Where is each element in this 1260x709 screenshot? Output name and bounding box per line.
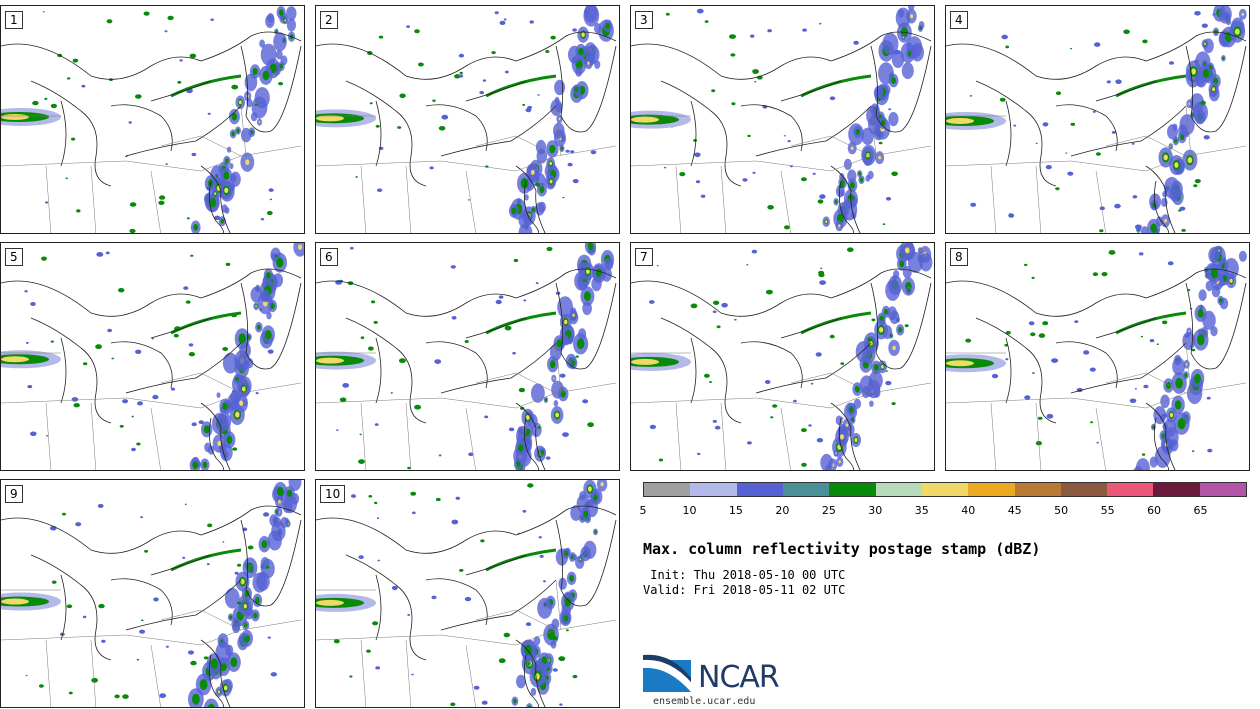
colorbar-tick: 15 — [728, 504, 743, 517]
colorbar-segment — [644, 483, 691, 496]
member-number-label: 6 — [320, 248, 338, 266]
init-time: Init: Thu 2018-05-10 00 UTC — [643, 568, 846, 582]
colorbar-tick: 65 — [1193, 504, 1208, 517]
colorbar-segment — [829, 483, 876, 496]
member-number-label: 3 — [635, 11, 653, 29]
ensemble-member-panel: 1 — [0, 5, 305, 234]
reflectivity-map — [316, 6, 617, 233]
reflectivity-map — [1, 243, 304, 470]
reflectivity-map — [1, 480, 302, 707]
colorbar-tick: 10 — [682, 504, 697, 517]
reflectivity-map — [316, 243, 617, 470]
ensemble-member-panel: 2 — [315, 5, 620, 234]
ncar-logo-text: NCAR — [698, 660, 780, 695]
colorbar-segment — [1060, 483, 1108, 496]
member-number-label: 5 — [5, 248, 23, 266]
reflectivity-map — [946, 245, 1247, 470]
colorbar-segment — [782, 483, 830, 496]
website-url[interactable]: ensemble.ucar.edu — [653, 696, 756, 707]
ensemble-member-panel: 4 — [945, 5, 1250, 234]
ncar-logo-icon — [643, 654, 691, 692]
ensemble-member-panel: 10 — [315, 479, 620, 708]
ensemble-member-panel: 9 — [0, 479, 305, 708]
colorbar-tick: 25 — [821, 504, 836, 517]
colorbar-tick-labels: 5 10 15 20 25 30 35 40 45 50 55 60 65 — [639, 504, 1247, 518]
valid-time: Valid: Fri 2018-05-11 02 UTC — [643, 583, 846, 597]
colorbar-tick: 5 — [639, 504, 647, 517]
colorbar-tick: 55 — [1100, 504, 1115, 517]
colorbar-segment — [1153, 483, 1200, 496]
reflectivity-map — [946, 6, 1247, 233]
ensemble-member-panel: 8 — [945, 242, 1250, 471]
reflectivity-map — [1, 6, 302, 233]
member-number-label: 1 — [5, 11, 23, 29]
colorbar-segment — [968, 483, 1015, 496]
colorbar-segment — [690, 483, 737, 496]
member-number-label: 7 — [635, 248, 653, 266]
colorbar-segment — [875, 483, 922, 496]
colorbar-segment — [921, 483, 969, 496]
colorbar-segment — [736, 483, 783, 496]
colorbar-tick: 35 — [914, 504, 929, 517]
member-number-label: 9 — [5, 485, 23, 503]
colorbar-tick: 40 — [961, 504, 976, 517]
member-number-label: 10 — [320, 485, 346, 503]
member-number-label: 4 — [950, 11, 968, 29]
reflectivity-map — [631, 6, 932, 233]
colorbar-segment — [1199, 483, 1247, 496]
forecast-times: Init: Thu 2018-05-10 00 UTC Valid: Fri 2… — [643, 568, 845, 598]
colorbar-tick: 50 — [1054, 504, 1069, 517]
reflectivity-colorbar — [643, 482, 1247, 497]
colorbar-tick: 60 — [1147, 504, 1162, 517]
colorbar-segment — [1107, 483, 1154, 496]
colorbar-segment — [1014, 483, 1061, 496]
member-number-label: 2 — [320, 11, 338, 29]
page-title: Max. column reflectivity postage stamp (… — [643, 540, 1041, 558]
ensemble-member-panel: 5 — [0, 242, 305, 471]
ensemble-member-panel: 6 — [315, 242, 620, 471]
colorbar-tick: 20 — [775, 504, 790, 517]
ensemble-member-panel: 7 — [630, 242, 935, 471]
colorbar-tick: 30 — [868, 504, 883, 517]
colorbar-tick: 45 — [1007, 504, 1022, 517]
member-number-label: 8 — [950, 248, 968, 266]
ensemble-member-panel: 3 — [630, 5, 935, 234]
reflectivity-map — [316, 480, 617, 707]
reflectivity-map — [631, 243, 933, 470]
